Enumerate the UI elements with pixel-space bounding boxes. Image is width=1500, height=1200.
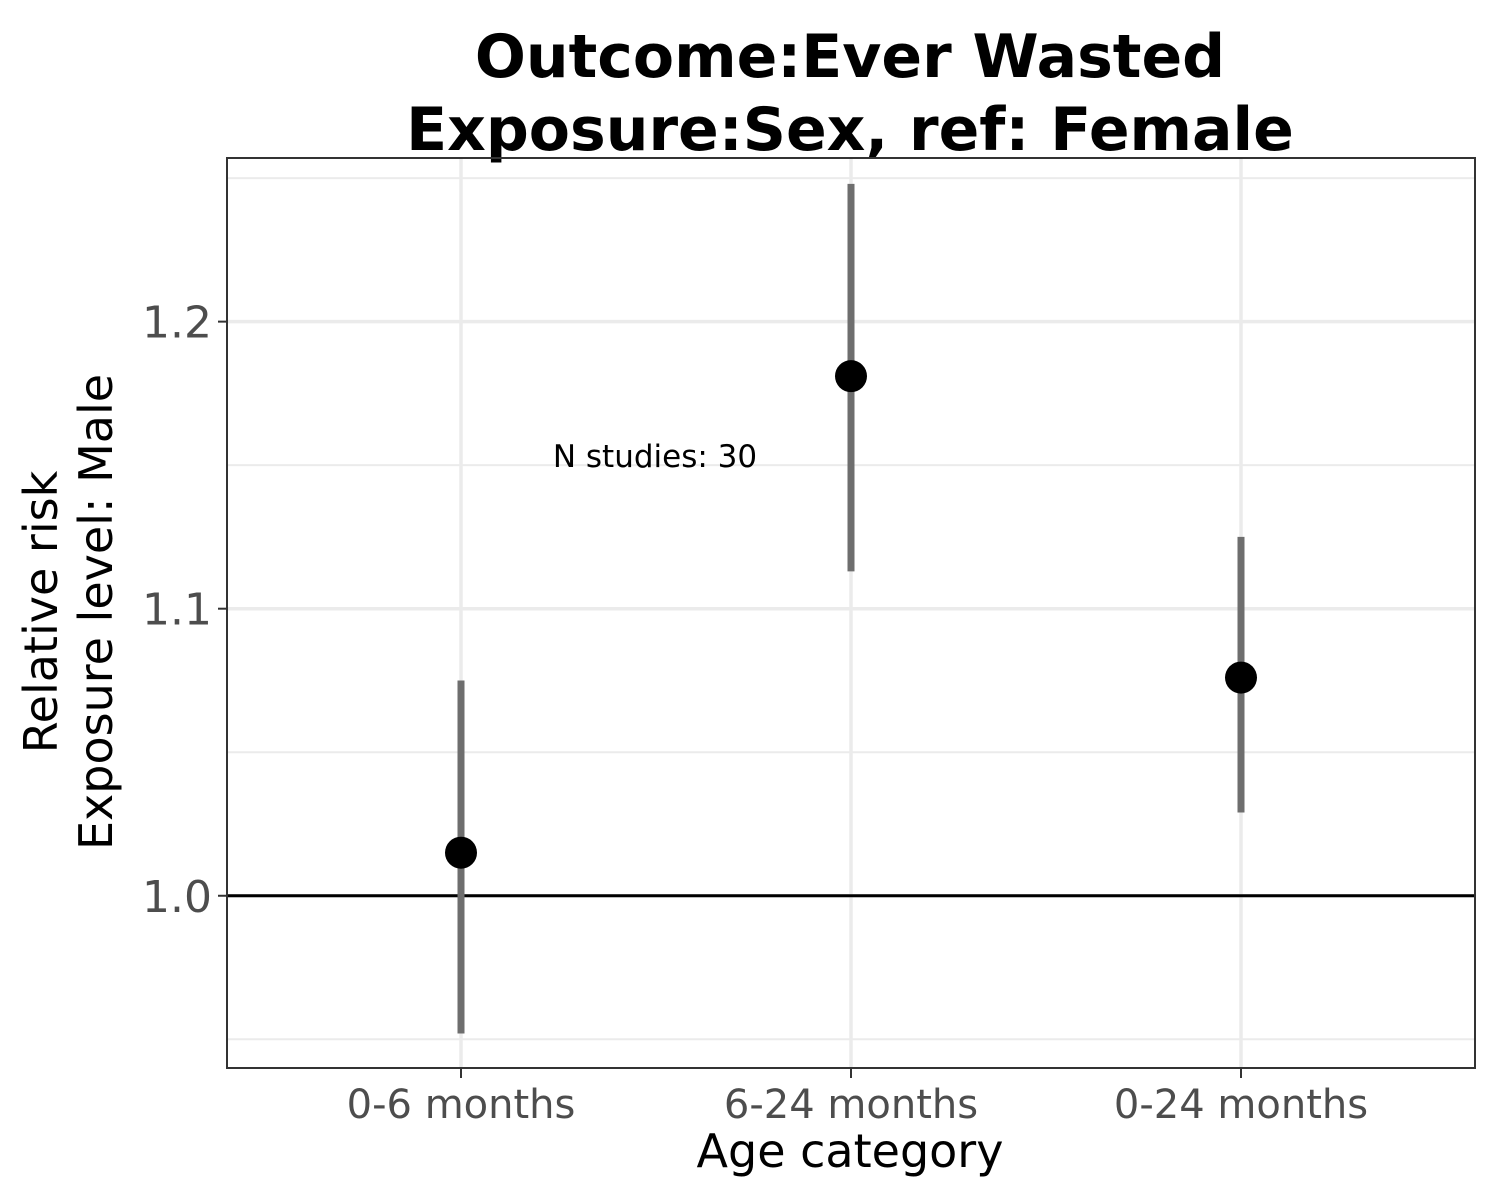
chart-title-line-1: Outcome:Ever Wasted [475, 22, 1225, 92]
point-estimate [445, 836, 477, 869]
x-tick-label: 0-24 months [1114, 1082, 1368, 1128]
chart-title-line-2: Exposure:Sex, ref: Female [406, 95, 1294, 165]
x-tick-label: 6-24 months [724, 1082, 978, 1128]
y-axis-title-line-1: Relative risk [14, 470, 68, 753]
y-tick-label: 1.2 [142, 298, 212, 349]
point-estimate [1225, 661, 1257, 694]
y-axis-ticks: 1.0 1.1 1.2 [142, 298, 227, 923]
point-estimate [835, 360, 867, 393]
x-tick-label: 0-6 months [347, 1082, 576, 1128]
point-estimates [445, 360, 1257, 869]
x-axis-ticks: 0-6 months 6-24 months 0-24 months [347, 1068, 1368, 1128]
y-axis-title-line-2: Exposure level: Male [69, 374, 123, 850]
y-tick-label: 1.0 [142, 872, 212, 923]
x-axis-title: Age category [697, 1124, 1004, 1178]
n-studies-annotation: N studies: 30 [553, 439, 757, 475]
y-tick-label: 1.1 [142, 585, 212, 636]
